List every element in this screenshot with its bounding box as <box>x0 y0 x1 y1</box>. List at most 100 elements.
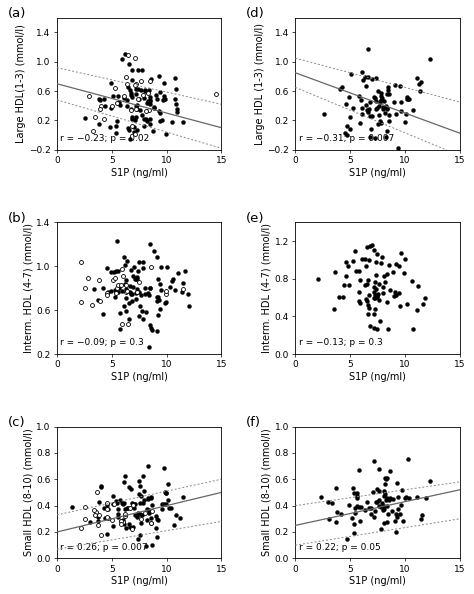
X-axis label: S1P (ng/ml): S1P (ng/ml) <box>349 576 406 586</box>
Point <box>404 299 411 309</box>
Point <box>155 295 163 305</box>
Point <box>147 493 155 503</box>
Point <box>103 504 111 514</box>
Point <box>136 482 144 491</box>
Text: r = −0.13; p = 0.3: r = −0.13; p = 0.3 <box>299 339 383 347</box>
Point <box>374 86 382 96</box>
Point <box>397 301 404 311</box>
Point <box>121 472 128 481</box>
Point <box>372 258 380 267</box>
Point <box>143 504 151 513</box>
Point <box>152 523 160 533</box>
Point <box>156 116 164 125</box>
Point <box>380 504 388 514</box>
Point <box>82 283 89 292</box>
Point <box>365 290 373 300</box>
Point <box>355 502 363 511</box>
Point <box>179 118 187 127</box>
Point <box>347 69 355 79</box>
Point <box>401 493 409 503</box>
Point <box>181 266 189 276</box>
Point <box>116 308 123 318</box>
Point <box>133 287 141 296</box>
Point <box>385 495 392 504</box>
Point <box>123 307 130 316</box>
Point <box>141 93 148 103</box>
Point <box>92 507 100 516</box>
Point <box>383 105 391 114</box>
Point <box>117 280 125 290</box>
Point <box>371 133 379 143</box>
Point <box>154 274 162 284</box>
Point <box>393 512 401 522</box>
Point <box>336 84 343 93</box>
Point <box>378 89 385 98</box>
Point <box>127 289 135 299</box>
Point <box>372 285 380 294</box>
Point <box>342 257 350 266</box>
Point <box>123 95 130 105</box>
Point <box>154 292 161 302</box>
Point <box>131 499 138 508</box>
Point <box>416 87 423 96</box>
Point <box>374 293 381 302</box>
Point <box>380 519 387 528</box>
Point <box>371 305 378 314</box>
Point <box>396 509 404 519</box>
Point <box>378 252 386 261</box>
Point <box>131 115 139 125</box>
Point <box>104 512 111 522</box>
Y-axis label: Large HDL(1-3) (mmol/l): Large HDL(1-3) (mmol/l) <box>16 24 26 143</box>
Point <box>136 509 143 519</box>
Point <box>137 301 144 311</box>
Point <box>398 106 405 115</box>
Point <box>343 121 351 131</box>
Point <box>152 511 159 521</box>
Point <box>138 110 146 119</box>
Point <box>130 122 138 132</box>
Point <box>366 241 374 251</box>
Point <box>128 88 135 97</box>
Point <box>325 497 332 507</box>
Point <box>128 114 136 124</box>
Point <box>109 91 117 100</box>
Point <box>130 127 137 137</box>
Text: (d): (d) <box>246 7 265 20</box>
Point <box>146 119 154 129</box>
Point <box>143 116 151 126</box>
Point <box>154 532 161 542</box>
Point <box>154 327 161 336</box>
X-axis label: S1P (ng/ml): S1P (ng/ml) <box>110 372 167 382</box>
Point <box>375 110 383 119</box>
Point <box>373 324 381 334</box>
Point <box>95 498 103 507</box>
Point <box>172 285 179 295</box>
Point <box>382 495 390 504</box>
Point <box>147 323 155 333</box>
Point <box>351 529 358 538</box>
Point <box>161 463 168 472</box>
Point <box>404 454 412 464</box>
Point <box>128 113 136 122</box>
Point <box>142 541 149 551</box>
Point <box>353 493 361 503</box>
Point <box>129 501 137 510</box>
Point <box>101 101 109 110</box>
Point <box>165 503 173 513</box>
Point <box>162 289 170 299</box>
Point <box>91 284 98 293</box>
Point <box>125 519 132 529</box>
Point <box>97 482 105 492</box>
Point <box>157 279 164 289</box>
Point <box>131 53 139 62</box>
Point <box>141 290 148 299</box>
Point <box>157 285 165 295</box>
Point <box>361 280 369 290</box>
Point <box>139 258 147 267</box>
Point <box>346 280 353 290</box>
Point <box>135 489 143 498</box>
X-axis label: S1P (ng/ml): S1P (ng/ml) <box>349 372 406 382</box>
Point <box>140 498 147 507</box>
Point <box>109 500 117 509</box>
Point <box>89 127 96 136</box>
